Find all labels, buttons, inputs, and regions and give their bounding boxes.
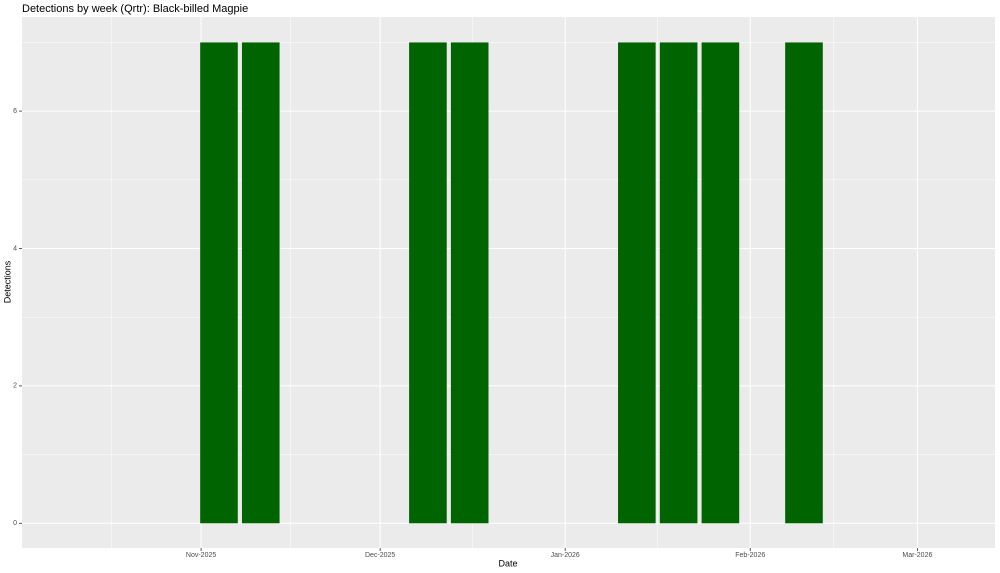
bar <box>450 42 489 524</box>
bar <box>618 42 656 524</box>
bar <box>659 42 698 524</box>
bar <box>785 42 823 524</box>
chart-title: Detections by week (Qrtr): Black-billed … <box>22 3 248 15</box>
bar <box>241 42 280 524</box>
x-tick-label: Feb-2026 <box>735 552 765 559</box>
x-axis-label: Date <box>498 558 517 568</box>
x-tick-label: Mar-2026 <box>902 552 932 559</box>
x-tick-label: Dec-2025 <box>365 552 395 559</box>
bar <box>701 42 740 524</box>
y-tick-label: 0 <box>13 520 17 527</box>
bar <box>409 42 447 524</box>
y-tick-label: 6 <box>13 108 17 115</box>
plot-panel <box>22 17 995 548</box>
x-tick-label: Jan-2026 <box>551 552 580 559</box>
y-tick-label: 2 <box>13 383 17 390</box>
y-axis-label: Detections <box>2 260 12 303</box>
bar <box>200 42 238 524</box>
y-tick-label: 4 <box>13 245 17 252</box>
x-tick-label: Nov-2025 <box>186 552 216 559</box>
